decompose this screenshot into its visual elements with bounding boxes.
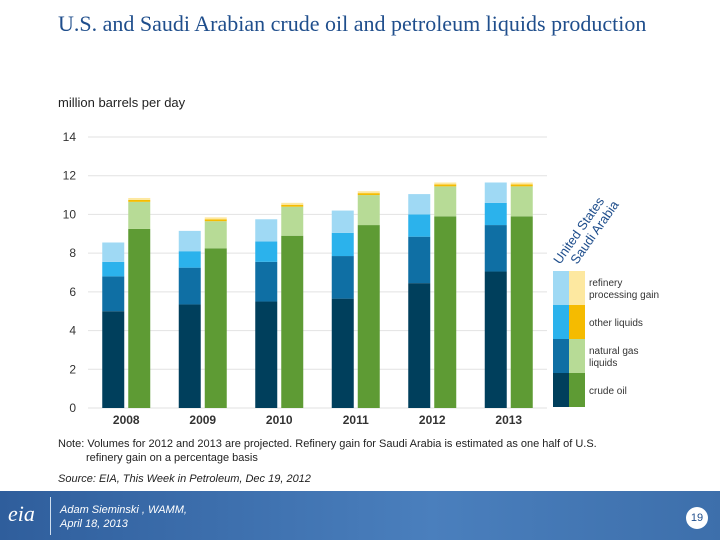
bar-segment (281, 206, 304, 236)
bar-segment (408, 236, 431, 284)
page-number: 19 (686, 507, 708, 529)
bar-segment (510, 182, 533, 185)
bar-segment (331, 210, 354, 233)
y-tick-label: 14 (63, 130, 77, 144)
bar-segment (408, 194, 431, 215)
footer-caption: Adam Sieminski , WAMM, April 18, 2013 (60, 503, 187, 531)
bar-segment (178, 304, 201, 408)
legend-swatch-sa (569, 339, 585, 373)
y-tick-label: 2 (69, 362, 76, 376)
legend-swatch-sa (569, 305, 585, 339)
bar-segment (128, 197, 151, 200)
bar-segment (281, 204, 304, 207)
source-text: Source: EIA, This Week in Petroleum, Dec… (58, 473, 311, 485)
bar-segment (255, 301, 278, 408)
bar-segment (434, 182, 457, 185)
x-tick-label: 2011 (343, 413, 369, 427)
bar-segment (255, 241, 278, 262)
bar-segment (281, 235, 304, 408)
bar-segment (102, 261, 125, 277)
y-tick-label: 6 (69, 285, 76, 299)
y-tick-label: 12 (63, 169, 77, 183)
legend-label: other liquids (589, 318, 643, 329)
bar-segment (128, 228, 151, 408)
bar-segment (102, 276, 125, 312)
footer-bar: eia Adam Sieminski , WAMM, April 18, 201… (0, 491, 720, 540)
bar-segment (408, 214, 431, 237)
bar-segment (434, 184, 457, 187)
bar-segment (128, 201, 151, 229)
bar-segment (331, 256, 354, 299)
bar-segment (408, 283, 431, 408)
bar-segment (204, 219, 227, 222)
bar-segment (204, 221, 227, 249)
bar-segment (357, 225, 380, 408)
bar-segment (484, 225, 507, 272)
bar-segment (204, 248, 227, 408)
bar-segment (434, 186, 457, 217)
footer-date: April 18, 2013 (60, 518, 128, 530)
logo-divider (50, 497, 51, 535)
x-tick-label: 2010 (266, 413, 293, 427)
bar-segment (331, 232, 354, 257)
bar-segment (102, 311, 125, 408)
bar-segment (255, 219, 278, 242)
eia-logo: eia (8, 501, 35, 526)
bar-segment (357, 193, 380, 196)
note-line-1: Note: Volumes for 2012 and 2013 are proj… (58, 438, 597, 450)
x-tick-label: 2012 (419, 413, 446, 427)
y-tick-label: 4 (69, 324, 76, 338)
footer-author: Adam Sieminski , WAMM, (60, 504, 187, 516)
note-line-2: refinery gain on a percentage basis (86, 452, 258, 464)
y-tick-label: 0 (69, 401, 76, 415)
bar-segment (510, 216, 533, 408)
legend-swatch-us (553, 373, 569, 407)
legend-label: natural gas liquids (589, 346, 638, 369)
x-tick-label: 2013 (495, 413, 522, 427)
bar-segment (178, 230, 201, 252)
legend-label: refinery processing gain (589, 278, 659, 301)
bar-segment (178, 267, 201, 305)
bar-segment (510, 184, 533, 187)
bar-segment (281, 202, 304, 205)
bar-segment (204, 217, 227, 220)
bar-segment (434, 216, 457, 408)
slide-title: U.S. and Saudi Arabian crude oil and pet… (58, 11, 647, 36)
bar-segment (331, 298, 354, 408)
legend-swatch-us (553, 305, 569, 339)
legend-swatch-us (553, 271, 569, 305)
bar-segment (255, 261, 278, 302)
unit-label: million barrels per day (58, 95, 186, 110)
y-tick-label: 10 (63, 207, 77, 221)
chart-note: Note: Volumes for 2012 and 2013 are proj… (58, 437, 678, 465)
bar-segment (484, 202, 507, 226)
bar-segment (357, 195, 380, 226)
legend-swatch-sa (569, 271, 585, 305)
bar-segment (484, 182, 507, 203)
y-tick-label: 8 (69, 246, 76, 260)
bar-segment (102, 242, 125, 262)
bar-segment (128, 199, 151, 202)
bar-segment (357, 191, 380, 194)
bar-segment (510, 186, 533, 217)
bar-segment (484, 271, 507, 408)
production-chart: 0 2 4 6 8 10 12 14 2008 2009 2010 2011 2012 2013 refin… (63, 130, 659, 427)
bar-segment (178, 251, 201, 268)
legend-swatch-sa (569, 373, 585, 407)
legend-swatch-us (553, 339, 569, 373)
legend-label: crude oil (589, 386, 627, 397)
x-tick-label: 2008 (113, 413, 140, 427)
x-tick-label: 2009 (189, 413, 216, 427)
